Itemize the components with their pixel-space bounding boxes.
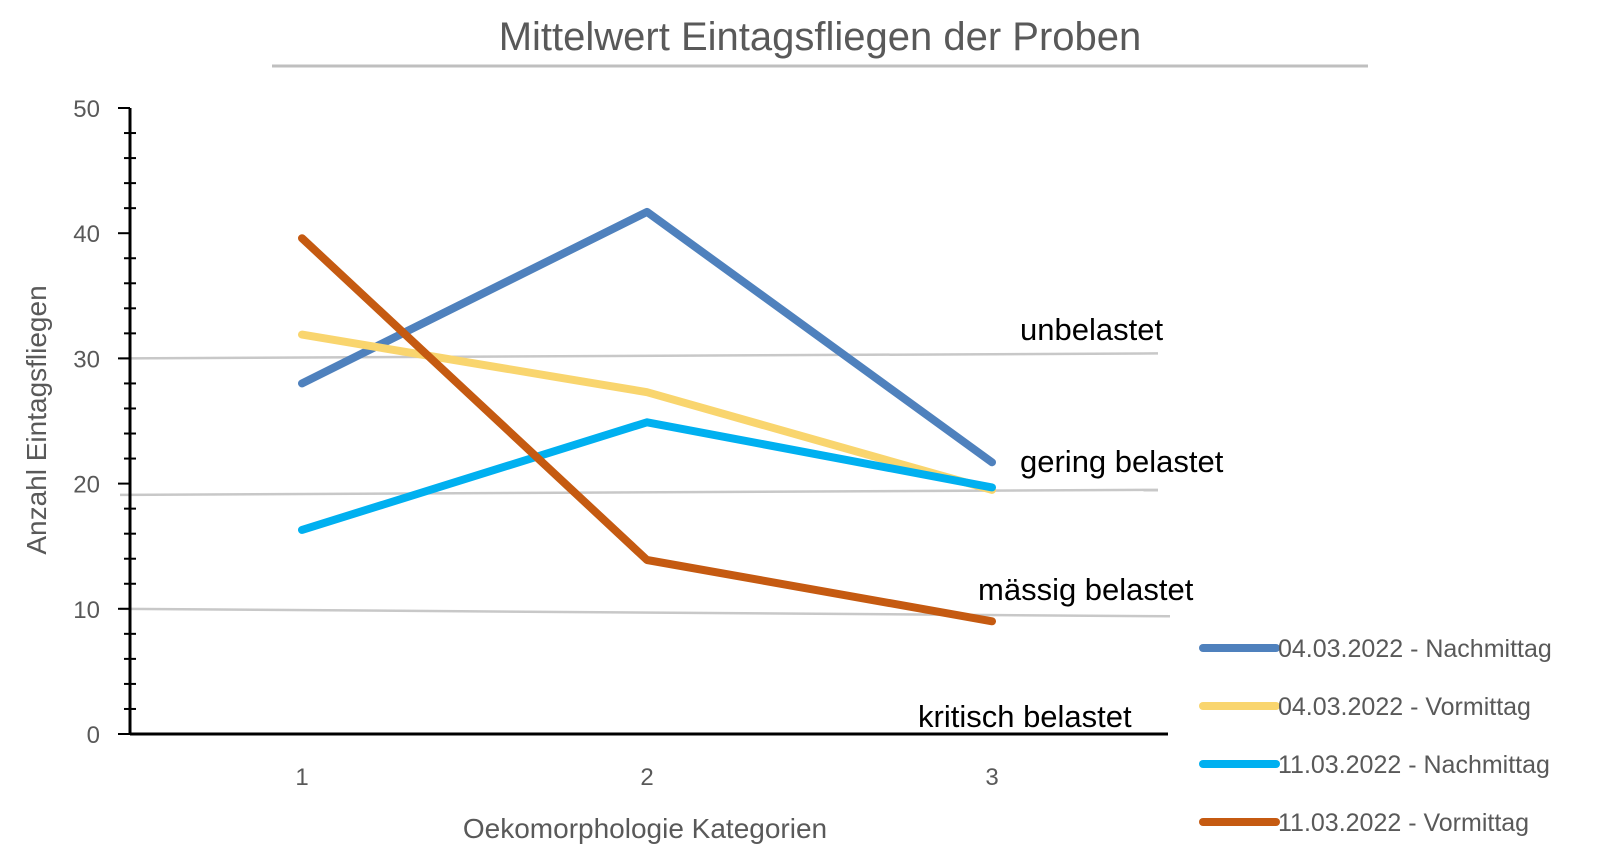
y-tick-label: 10 bbox=[73, 597, 100, 624]
y-tick-label: 30 bbox=[73, 346, 100, 373]
reference-line bbox=[119, 352, 1159, 360]
x-axis-label: Oekomorphologie Kategorien bbox=[463, 813, 827, 844]
series-line bbox=[298, 330, 996, 494]
y-tick-label: 0 bbox=[87, 722, 100, 749]
x-tick-label: 2 bbox=[640, 764, 653, 791]
x-tick-label: 1 bbox=[295, 764, 308, 791]
legend: 04.03.2022 - Nachmittag 04.03.2022 - Vorm… bbox=[1199, 635, 1552, 837]
region-label: unbelastet bbox=[1020, 312, 1163, 347]
chart-title: Mittelwert Eintagsfliegen der Proben bbox=[499, 15, 1142, 59]
legend-label: 11.03.2022 - Nachmittag bbox=[1278, 751, 1550, 779]
series-line bbox=[298, 418, 996, 534]
y-tick-label: 50 bbox=[73, 96, 100, 123]
y-tick-label: 40 bbox=[73, 221, 100, 248]
legend-label: 04.03.2022 - Nachmittag bbox=[1278, 635, 1552, 663]
reference-line bbox=[119, 607, 1171, 618]
series-line bbox=[298, 234, 996, 626]
legend-label: 04.03.2022 - Vormittag bbox=[1278, 693, 1531, 721]
region-label: kritisch belastet bbox=[918, 699, 1132, 734]
y-axis-label: Anzahl Eintagsfliegen bbox=[21, 285, 52, 554]
region-label: mässig belastet bbox=[978, 572, 1194, 607]
x-tick-label: 3 bbox=[985, 764, 998, 791]
reference-line bbox=[119, 488, 1159, 497]
legend-label: 11.03.2022 - Vormittag bbox=[1278, 809, 1529, 837]
y-tick-label: 20 bbox=[73, 472, 100, 499]
region-label: gering belastet bbox=[1020, 444, 1224, 479]
series-line bbox=[298, 207, 996, 467]
